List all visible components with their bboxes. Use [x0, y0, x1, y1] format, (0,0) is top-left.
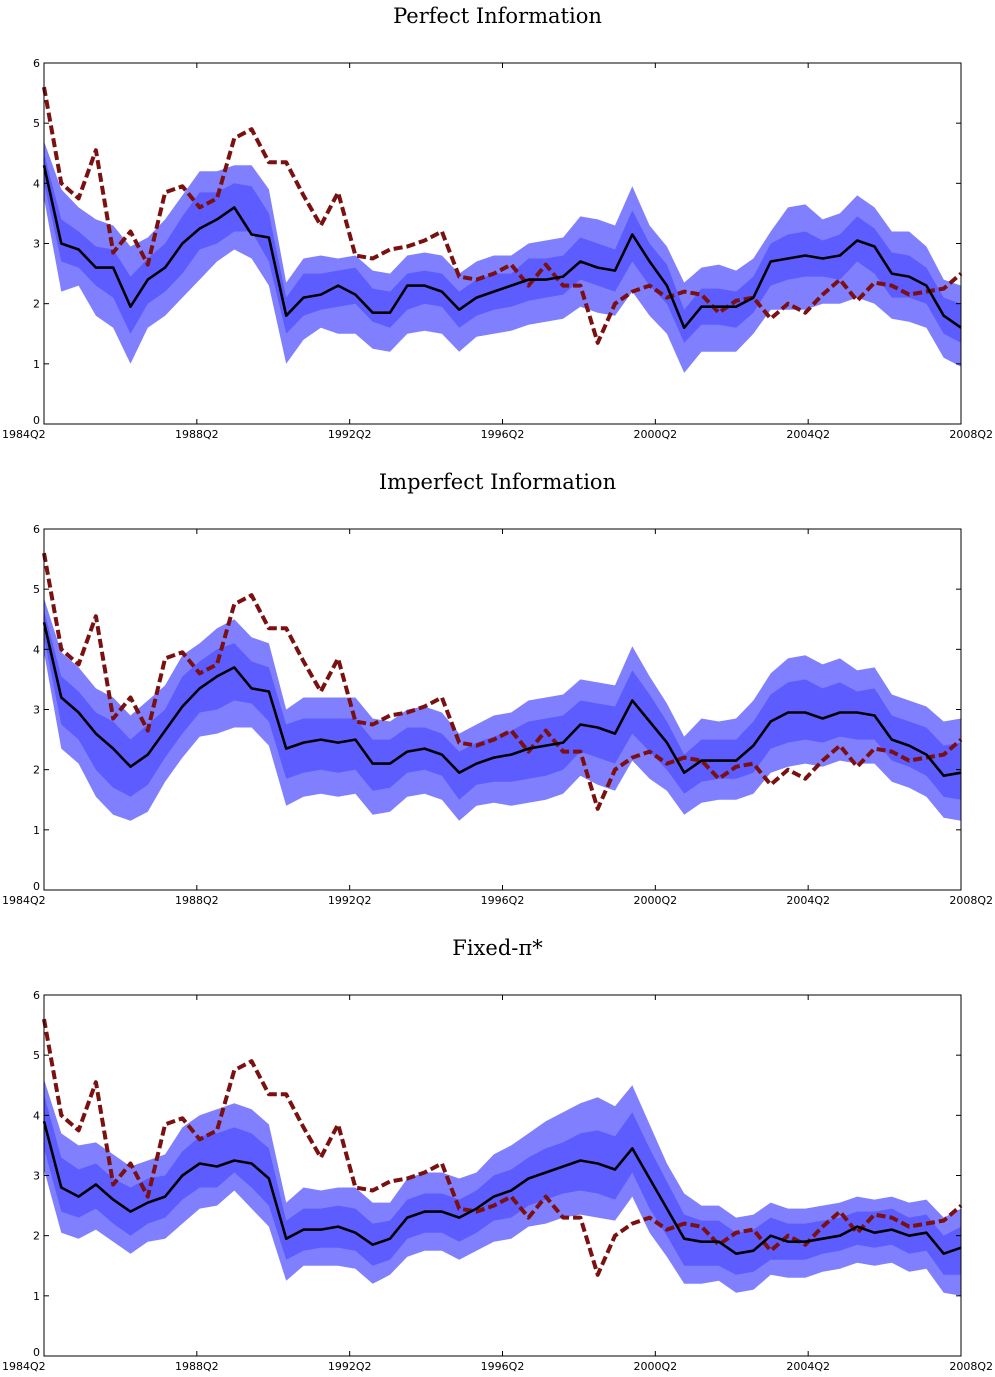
y-tick-label: 1 — [33, 824, 40, 837]
x-tick-label: 1984Q2 — [2, 1360, 46, 1373]
y-tick-label: 4 — [33, 643, 40, 656]
chart-panel-fixed-pi-star: Fixed-π* 0 1 2 3 4 5 6 1984Q2 1988Q2 1992Q2 1996Q2… — [0, 932, 995, 1377]
x-tick-label: 1996Q2 — [481, 894, 525, 907]
chart-title: Perfect Information — [393, 4, 602, 28]
y-tick-label: 5 — [33, 1049, 40, 1062]
x-tick-label: 2008Q2 — [949, 1360, 993, 1373]
y-tick-label: 4 — [33, 1109, 40, 1122]
median-series-line — [42, 165, 962, 329]
inner-confidence-band — [44, 610, 961, 800]
y-tick-label: 2 — [33, 298, 40, 311]
y-tick-label: 2 — [33, 1230, 40, 1243]
chart-fixed-pi-star: 0 1 2 3 4 5 6 1984Q2 1988Q2 1992Q2 1996Q2 2000Q2 200… — [2, 989, 993, 1373]
x-tick-label: 1992Q2 — [328, 894, 372, 907]
y-tick-label: 6 — [33, 57, 40, 70]
chart-title: Imperfect Information — [378, 470, 617, 494]
x-tick-label: 1984Q2 — [2, 894, 46, 907]
actual-series-line — [42, 86, 963, 345]
x-tick-label: 1984Q2 — [2, 428, 46, 441]
x-tick-label: 2004Q2 — [786, 1360, 830, 1373]
x-tick-label: 2000Q2 — [634, 894, 678, 907]
x-tick-label: 2004Q2 — [786, 428, 830, 441]
chart-title: Fixed-π* — [452, 936, 543, 960]
x-tick-label: 2000Q2 — [634, 1360, 678, 1373]
x-tick-label: 1992Q2 — [328, 1360, 372, 1373]
y-tick-label: 3 — [33, 1170, 40, 1183]
y-tick-label: 4 — [33, 177, 40, 190]
chart-imperfect-information: 0 1 2 3 4 5 6 1984Q2 1988Q2 1992Q2 1996Q2 2000Q2 200… — [2, 523, 993, 907]
x-tick-label: 2008Q2 — [949, 894, 993, 907]
y-tick-label: 6 — [33, 989, 40, 1002]
x-tick-label: 1988Q2 — [175, 1360, 219, 1373]
chart-perfect-information: 0 1 2 3 4 5 6 1984Q2 1988Q2 1992Q2 1996Q2 2000Q2 200… — [2, 57, 993, 441]
x-tick-label: 2004Q2 — [786, 894, 830, 907]
inner-confidence-band — [44, 1094, 961, 1275]
y-tick-label: 3 — [33, 238, 40, 251]
x-tick-label: 1992Q2 — [328, 428, 372, 441]
median-series-line — [42, 1120, 962, 1255]
chart-panel-imperfect-information: Imperfect Information 0 1 2 3 4 5 6 1984Q2 1988Q… — [0, 466, 995, 911]
x-tick-label: 1988Q2 — [175, 894, 219, 907]
median-series-line — [42, 622, 962, 777]
x-tick-label: 2008Q2 — [949, 428, 993, 441]
y-tick-label: 3 — [33, 704, 40, 717]
y-tick-label: 0 — [33, 880, 40, 893]
x-tick-label: 1988Q2 — [175, 428, 219, 441]
y-tick-label: 1 — [33, 358, 40, 371]
x-tick-label: 1996Q2 — [481, 428, 525, 441]
y-tick-label: 5 — [33, 117, 40, 130]
y-tick-label: 0 — [33, 414, 40, 427]
x-tick-label: 2000Q2 — [634, 428, 678, 441]
y-tick-label: 6 — [33, 523, 40, 536]
y-tick-label: 0 — [33, 1346, 40, 1359]
y-tick-label: 2 — [33, 764, 40, 777]
chart-panel-perfect-information: Perfect Information 0 1 2 3 4 5 6 1984Q2 1988Q2 1… — [0, 0, 995, 445]
x-tick-label: 1996Q2 — [481, 1360, 525, 1373]
actual-series-line — [42, 552, 963, 811]
y-tick-label: 1 — [33, 1290, 40, 1303]
y-tick-label: 5 — [33, 583, 40, 596]
inner-confidence-band — [44, 153, 961, 343]
